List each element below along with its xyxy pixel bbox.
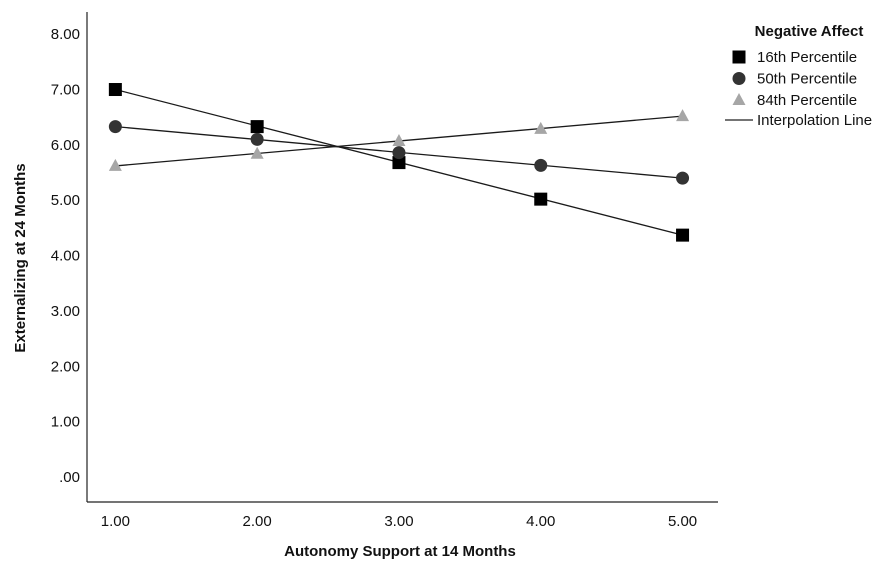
x-tick-label: 3.00 — [384, 513, 413, 530]
y-tick-labels: .00 1.00 2.00 3.00 4.00 5.00 6.00 7.00 8.00 — [51, 26, 80, 486]
y-tick-label: 3.00 — [51, 303, 80, 320]
y-tick-label: 7.00 — [51, 82, 80, 99]
data-point-triangle — [108, 158, 122, 171]
legend-label-circle: 50th Percentile — [757, 71, 857, 88]
data-markers — [108, 83, 690, 242]
data-point-circle — [534, 158, 548, 172]
y-tick-label: .00 — [59, 469, 80, 486]
data-point-circle — [676, 171, 690, 185]
data-point-square — [534, 192, 548, 206]
data-point-circle — [108, 120, 122, 134]
legend-title: Negative Affect — [755, 23, 864, 40]
legend-marker-circle — [732, 72, 746, 85]
x-tick-labels: 1.00 2.00 3.00 4.00 5.00 — [101, 513, 697, 530]
y-tick-label: 4.00 — [51, 248, 80, 265]
legend-label-square: 16th Percentile — [757, 49, 857, 66]
data-point-square — [108, 83, 122, 97]
y-tick-label: 8.00 — [51, 26, 80, 43]
data-point-square — [250, 120, 264, 134]
data-point-triangle — [392, 134, 406, 147]
legend-label-interpolation: Interpolation Line — [757, 112, 872, 129]
data-point-triangle — [250, 146, 264, 159]
data-point-circle — [250, 132, 264, 146]
y-tick-label: 6.00 — [51, 137, 80, 154]
data-point-triangle — [676, 109, 690, 122]
legend-label-triangle: 84th Percentile — [757, 92, 857, 109]
legend-items: 16th Percentile 50th Percentile 84th Perce… — [732, 49, 857, 109]
legend: Negative Affect 16th Percentile 50th Perc… — [725, 23, 872, 129]
x-tick-label: 5.00 — [668, 513, 697, 530]
x-tick-label: 4.00 — [526, 513, 555, 530]
legend-marker-square — [732, 50, 746, 64]
axes — [86, 12, 718, 503]
x-tick-label: 1.00 — [101, 513, 130, 530]
data-point-circle — [392, 146, 406, 160]
data-point-triangle — [534, 121, 548, 134]
data-point-square — [676, 228, 690, 242]
y-tick-label: 2.00 — [51, 358, 80, 375]
y-axis-title: Externalizing at 24 Months — [12, 163, 29, 352]
legend-marker-triangle — [732, 93, 746, 105]
x-tick-label: 2.00 — [243, 513, 272, 530]
data-point-square — [392, 156, 406, 170]
y-tick-label: 5.00 — [51, 192, 80, 209]
y-tick-label: 1.00 — [51, 414, 80, 431]
x-axis-title: Autonomy Support at 14 Months — [284, 543, 516, 560]
